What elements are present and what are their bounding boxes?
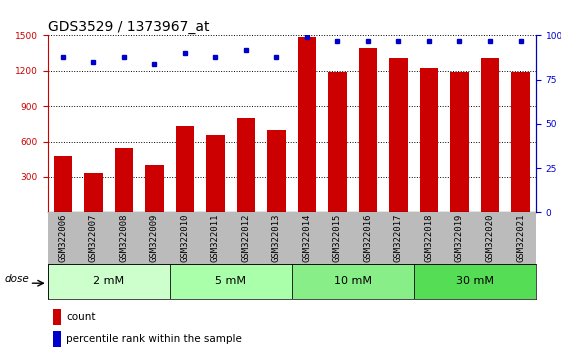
Bar xyxy=(298,36,316,212)
Text: GSM322009: GSM322009 xyxy=(150,214,159,262)
Text: GSM322011: GSM322011 xyxy=(211,214,220,262)
Bar xyxy=(267,130,286,212)
Text: GSM322020: GSM322020 xyxy=(485,214,494,262)
Bar xyxy=(413,264,536,299)
Text: GSM322008: GSM322008 xyxy=(119,214,128,262)
Text: GSM322021: GSM322021 xyxy=(516,214,525,262)
Bar xyxy=(84,173,103,212)
Bar xyxy=(481,58,499,212)
Text: dose: dose xyxy=(4,274,30,284)
Bar xyxy=(359,48,377,212)
Text: GSM322007: GSM322007 xyxy=(89,214,98,262)
Bar xyxy=(420,68,438,212)
Bar xyxy=(389,58,408,212)
Text: GSM322006: GSM322006 xyxy=(58,214,67,262)
Text: 2 mM: 2 mM xyxy=(93,276,124,286)
Bar xyxy=(328,72,347,212)
Bar xyxy=(115,148,133,212)
Bar xyxy=(53,309,61,325)
Text: GSM322019: GSM322019 xyxy=(455,214,464,262)
Text: GSM322018: GSM322018 xyxy=(425,214,434,262)
Text: GSM322015: GSM322015 xyxy=(333,214,342,262)
Text: 10 mM: 10 mM xyxy=(334,276,372,286)
Text: GSM322016: GSM322016 xyxy=(364,214,373,262)
Text: count: count xyxy=(66,312,96,322)
Bar xyxy=(237,118,255,212)
Text: GSM322017: GSM322017 xyxy=(394,214,403,262)
Text: percentile rank within the sample: percentile rank within the sample xyxy=(66,334,242,344)
Bar xyxy=(176,126,194,212)
Bar xyxy=(169,264,292,299)
Bar xyxy=(54,156,72,212)
Bar xyxy=(511,72,530,212)
Text: GSM322012: GSM322012 xyxy=(241,214,250,262)
Text: GSM322014: GSM322014 xyxy=(302,214,311,262)
Bar xyxy=(48,264,169,299)
Text: GDS3529 / 1373967_at: GDS3529 / 1373967_at xyxy=(48,21,209,34)
Text: GSM322010: GSM322010 xyxy=(181,214,190,262)
Text: 30 mM: 30 mM xyxy=(456,276,494,286)
Bar xyxy=(53,331,61,347)
Bar xyxy=(145,165,164,212)
Text: 5 mM: 5 mM xyxy=(215,276,246,286)
Bar xyxy=(450,72,468,212)
Text: GSM322013: GSM322013 xyxy=(272,214,281,262)
Bar xyxy=(292,264,413,299)
Bar xyxy=(206,135,224,212)
